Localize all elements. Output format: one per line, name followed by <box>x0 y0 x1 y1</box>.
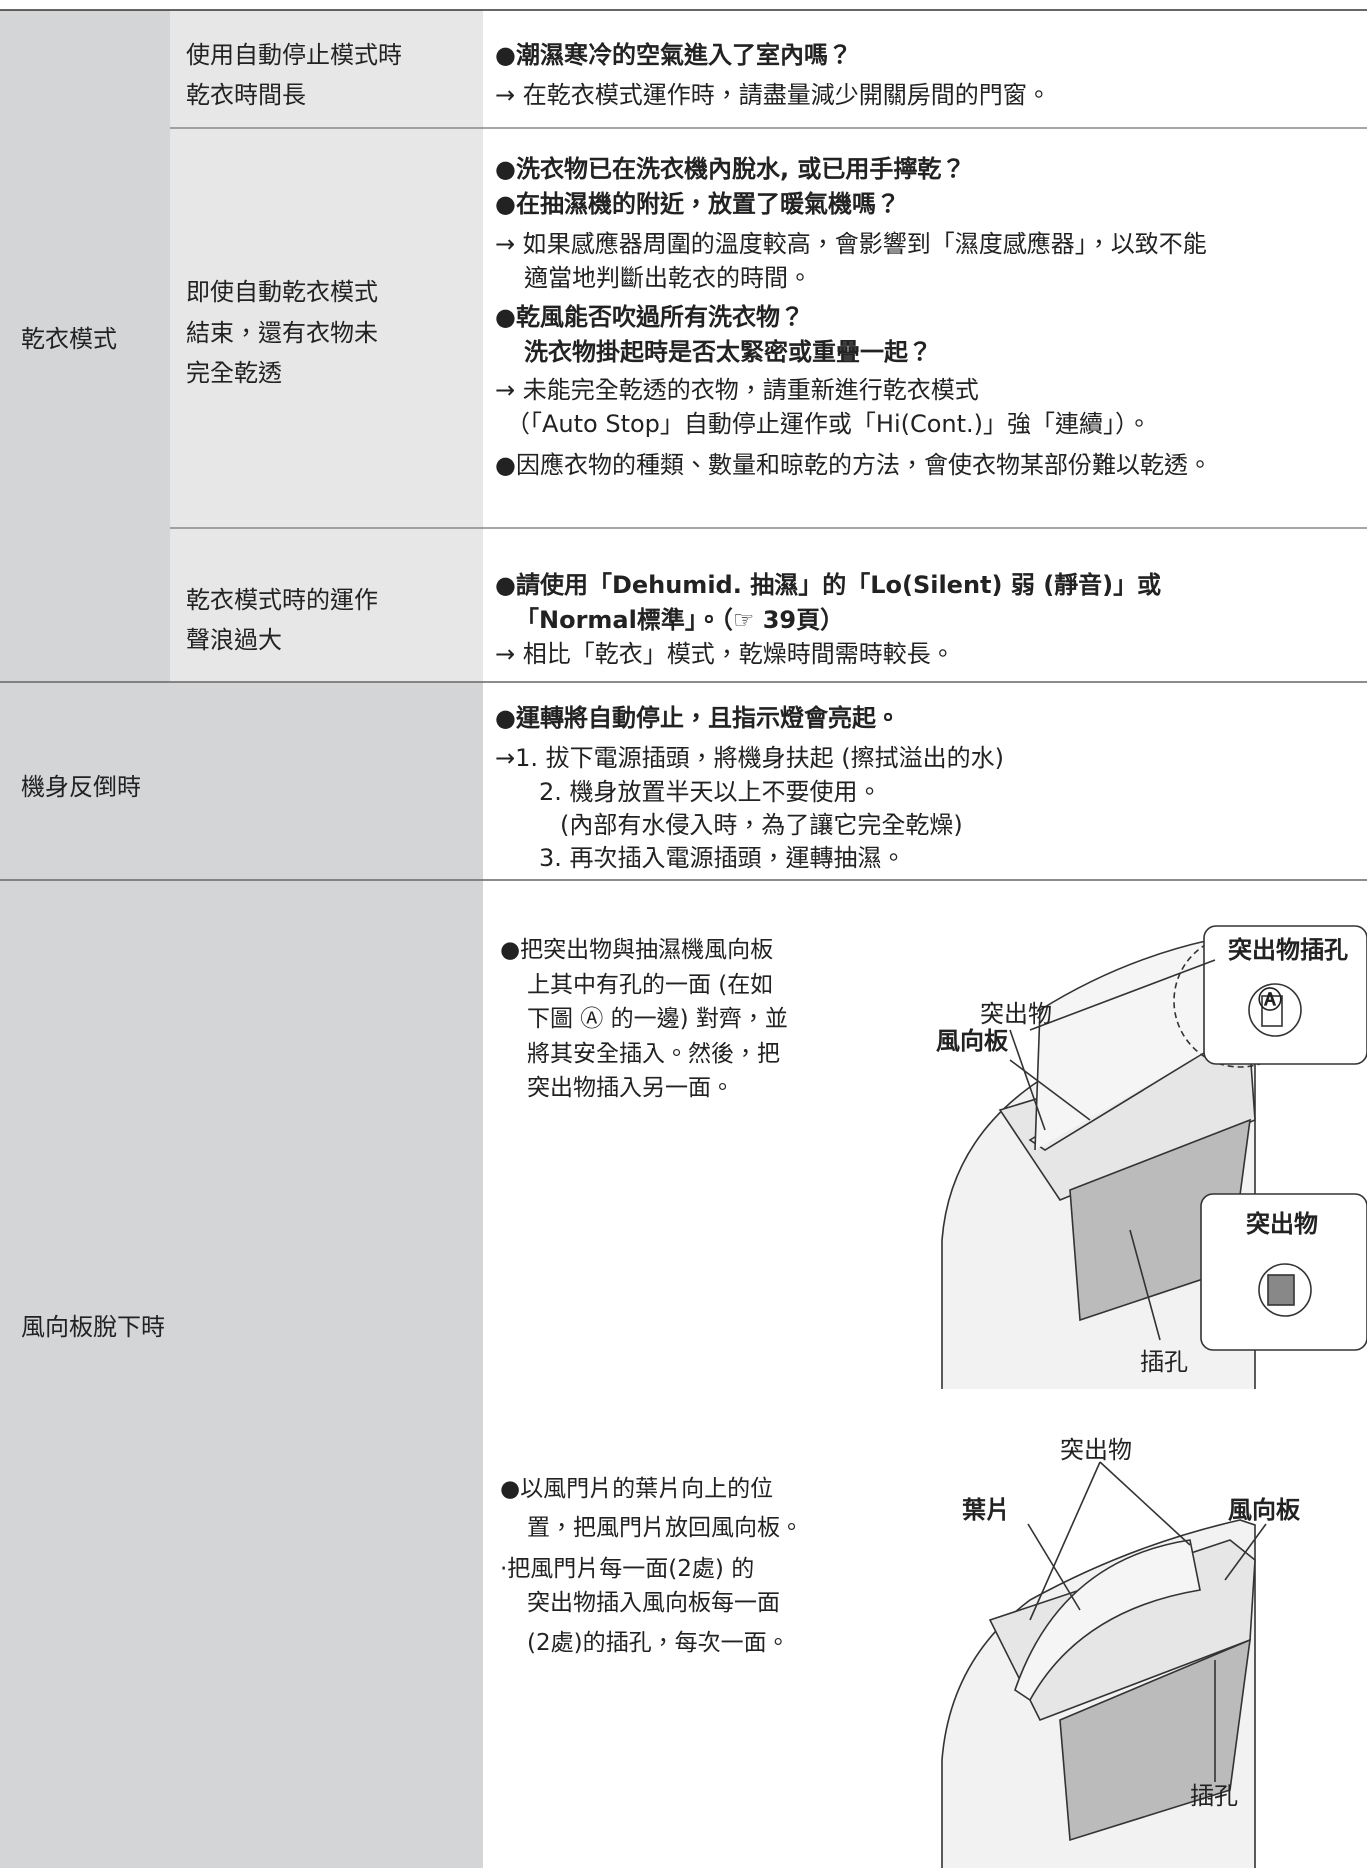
leader <box>1027 1523 1081 1611</box>
figure-label: 突出物 <box>1060 1436 1132 1464</box>
problem-text: 完全乾透 <box>186 359 282 387</box>
protrusion-icon <box>1258 1263 1312 1317</box>
answer-line: 2. 機身放置半天以上不要使用。 <box>539 778 882 806</box>
step-line: ●以風門片的葉片向上的位 <box>500 1476 774 1502</box>
problem-text: 風向板脫下時 <box>21 1313 165 1341</box>
figure-label: Ⓐ <box>1258 986 1282 1014</box>
answer-line: → 相比「乾衣」模式，乾燥時間需時較長。 <box>495 640 955 668</box>
callout-box <box>1200 1193 1367 1351</box>
figure-label: 插孔 <box>1140 1348 1188 1376</box>
group-cell <box>0 10 170 682</box>
fall-cell <box>0 682 483 880</box>
problem-text: 乾衣時間長 <box>186 81 306 109</box>
answer-line: → 如果感應器周圍的溫度較高，會影響到「濕度感應器」，以致不能 <box>495 230 1207 258</box>
protrusion-icon <box>1267 1274 1295 1306</box>
figure-label: 插孔 <box>1190 1782 1238 1810</box>
leader <box>1009 1059 1091 1121</box>
step-line: 將其安全插入。然後，把 <box>527 1041 780 1067</box>
step-line: (2處)的插孔，每次一面。 <box>527 1630 790 1656</box>
answer-line: ●請使用「Dehumid. 抽濕」的「Lo(Silent) 弱 (靜音)」或 <box>495 571 1162 599</box>
answer-line: ●運轉將自動停止，且指示燈會亮起。 <box>495 704 900 732</box>
figure-label: 風向板 <box>936 1027 1008 1055</box>
figure-label: 風向板 <box>1228 1496 1300 1524</box>
figure-vane-insert <box>941 1461 1267 1868</box>
leader <box>1224 1523 1267 1581</box>
step-line: 下圖 Ⓐ 的一邊) 對齊，並 <box>527 1006 788 1032</box>
problem-text: 即使自動乾衣模式 <box>186 278 378 306</box>
leader <box>1099 1461 1191 1546</box>
grille <box>1059 1638 1251 1842</box>
step-line: 上其中有孔的一面 (在如 <box>527 972 774 998</box>
answer-line: ●乾風能否吹過所有洗衣物？ <box>495 303 804 331</box>
answer-line: ●因應衣物的種類、數量和晾乾的方法，會使衣物某部份難以乾透。 <box>495 451 1212 479</box>
leader <box>1029 1461 1101 1621</box>
leader <box>1029 959 1216 1031</box>
answer-line: 3. 再次插入電源插頭，運轉抽濕。 <box>539 844 906 872</box>
step-line: 突出物插入風向板每一面 <box>527 1590 780 1616</box>
step-line: ·把風門片每一面(2處) 的 <box>500 1556 755 1582</box>
problem-text: 機身反倒時 <box>21 773 141 801</box>
answer-line: 洗衣物掛起時是否太緊密或重疊一起？ <box>524 338 932 366</box>
answer-line: → 在乾衣模式運作時，請盡量減少開關房間的門窗。 <box>495 81 1051 109</box>
answer-line: (內部有水侵入時，為了讓它完全乾燥) <box>560 811 963 839</box>
hole-icon <box>1261 995 1283 1027</box>
answer-line: → 未能完全乾透的衣物，請重新進行乾衣模式 <box>495 376 979 404</box>
figure-louver-insert <box>941 925 1367 1389</box>
answer-line: 「Normal標準」。（☞ 39頁） <box>515 606 845 634</box>
answer-line: ●洗衣物已在洗衣機內脫水, 或已用手擰乾？ <box>495 155 966 183</box>
problem-text: 結束，還有衣物未 <box>186 319 378 347</box>
answer-line: →1. 拔下電源插頭，將機身扶起 (擦拭溢出的水) <box>495 744 1004 772</box>
louver-cell <box>0 880 483 1868</box>
hole-icon <box>1248 983 1302 1037</box>
step-line: 突出物插入另一面。 <box>527 1075 734 1101</box>
figure-label: 突出物 <box>1246 1210 1318 1238</box>
answer-line: ●潮濕寒冷的空氣進入了室內嗎？ <box>495 41 852 69</box>
answer-line: ●在抽濕機的附近，放置了暖氣機嗎？ <box>495 190 900 218</box>
leader <box>1009 1029 1046 1131</box>
problem-text: 聲浪過大 <box>186 626 282 654</box>
leader <box>1129 1229 1161 1341</box>
problem-text: 乾衣模式時的運作 <box>186 586 378 614</box>
figure-label: 突出物 <box>980 1000 1052 1028</box>
callout-box <box>1203 925 1367 1065</box>
group-label: 乾衣模式 <box>21 325 117 353</box>
answer-line: 適當地判斷出乾衣的時間。 <box>524 264 812 292</box>
vane <box>1014 1539 1201 1702</box>
louver-panel <box>1034 939 1226 1151</box>
answer-line: （「Auto Stop」自動停止運作或「Hi(Cont.)」強「連續」）。 <box>506 410 1152 438</box>
step-line: 置，把風門片放回風向板。 <box>527 1515 803 1541</box>
figure-label: 突出物插孔 <box>1228 936 1348 964</box>
problem-cells <box>170 10 483 682</box>
figure-label: 葉片 <box>962 1496 1010 1524</box>
problem-text: 使用自動停止模式時 <box>186 41 402 69</box>
step-line: ●把突出物與抽濕機風向板 <box>500 937 774 963</box>
